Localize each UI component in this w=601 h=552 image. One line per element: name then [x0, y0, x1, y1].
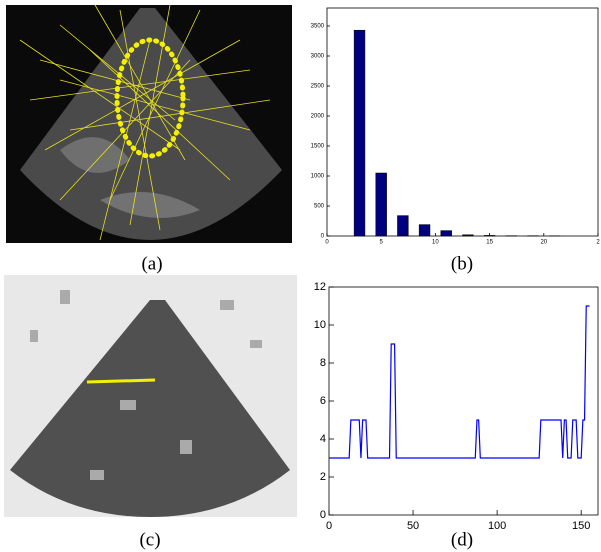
y-tick-label: 3500 [311, 24, 325, 30]
x-tick-label: 20 [540, 240, 547, 246]
y-tick-label: 0 [320, 509, 326, 521]
axes-box [328, 286, 599, 516]
ultrasound-image-a [6, 4, 292, 243]
y-tick-label: 12 [314, 281, 326, 293]
y-tick-label: 2500 [311, 84, 325, 90]
x-tick-label: 100 [488, 520, 506, 532]
x-tick-label: 50 [407, 520, 419, 532]
bar [462, 234, 474, 237]
bar [397, 215, 409, 237]
caption: (a) [141, 253, 162, 274]
x-tick-label: 10 [432, 240, 439, 246]
x-tick-label: 5 [380, 240, 384, 246]
y-tick-label: 500 [314, 204, 325, 210]
x-tick-label: 0 [326, 520, 332, 532]
x-tick-label: 150 [572, 520, 590, 532]
y-tick-label: 10 [314, 319, 326, 331]
y-tick-label: 2000 [311, 114, 325, 120]
caption: (c) [139, 529, 160, 550]
axes-box [326, 7, 599, 237]
y-tick-label: 3000 [311, 54, 325, 60]
bar [353, 29, 366, 237]
y-tick-label: 1000 [311, 174, 325, 180]
y-tick-label: 8 [320, 357, 326, 369]
caption: (d) [451, 529, 473, 550]
processed-image-c [4, 275, 297, 517]
x-tick-label: 15 [486, 240, 493, 246]
y-tick-label: 6 [320, 395, 326, 407]
y-tick-label: 2 [320, 471, 326, 483]
y-tick-label: 1500 [311, 144, 325, 150]
y-tick-label: 4 [320, 433, 326, 445]
caption: (b) [451, 253, 473, 274]
y-tick-label: 0 [321, 234, 325, 240]
bar [440, 230, 452, 237]
x-tick-label: 0 [325, 240, 329, 246]
bar [375, 172, 387, 237]
line-series [329, 305, 590, 459]
bar [418, 224, 431, 237]
x-tick-label: 2 [596, 240, 600, 246]
bar [483, 235, 496, 237]
